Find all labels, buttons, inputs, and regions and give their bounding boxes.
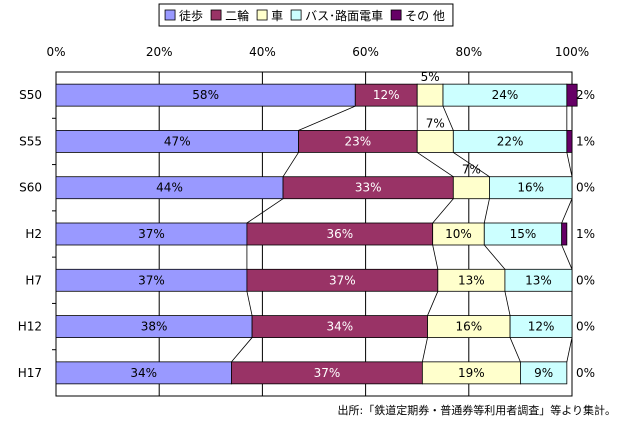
- data-label: 38%: [141, 320, 168, 334]
- x-axis-tick-labels: 0% 20% 40% 60% 80% 100%: [46, 45, 589, 59]
- category-label: H17: [18, 366, 42, 380]
- legend-label: 二輪: [225, 8, 249, 23]
- data-label: 16%: [455, 320, 482, 334]
- series-line: [298, 105, 356, 131]
- series-line: [432, 244, 439, 270]
- bar-segment: [504, 268, 573, 292]
- y-axis-category-labels: S50 S55 S60 H2 H7 H12 H17: [18, 88, 56, 380]
- legend-label: その 他: [405, 9, 445, 23]
- data-label: 0%: [576, 181, 595, 195]
- series-line: [282, 152, 299, 177]
- bars: [55, 83, 578, 385]
- data-label: 19%: [458, 366, 485, 380]
- data-label: 22%: [497, 134, 524, 148]
- data-label: 37%: [138, 273, 165, 287]
- data-label: 24%: [492, 88, 519, 102]
- series-line: [427, 291, 439, 316]
- data-label: 58%: [192, 88, 219, 102]
- x-tick-label: 0%: [46, 45, 65, 59]
- legend-label: 徒歩: [179, 8, 203, 23]
- data-label: 16%: [517, 181, 544, 195]
- legend-label: バス･路面電車: [305, 8, 383, 23]
- x-tick-label: 100%: [555, 45, 589, 59]
- bar-segment: [416, 130, 454, 153]
- legend-swatch: [256, 9, 268, 21]
- series-line: [504, 291, 511, 316]
- category-label: S55: [19, 134, 42, 148]
- data-labels: 58% 12% 5% 24% 2% 47% 23% 7% 22% 1% 44% 33% 7% 16% 0% 3…: [130, 70, 595, 380]
- data-label: 13%: [458, 273, 485, 287]
- data-label: 2%: [576, 88, 595, 102]
- category-label: S50: [19, 88, 42, 102]
- series-line: [561, 198, 573, 224]
- series-line: [416, 152, 454, 178]
- x-tick-label: 20%: [146, 45, 173, 59]
- category-label: H2: [25, 227, 42, 241]
- data-label: 7%: [462, 163, 481, 177]
- data-label: 23%: [345, 134, 372, 148]
- data-label: 9%: [534, 366, 553, 380]
- data-label: 12%: [373, 88, 400, 102]
- data-label: 37%: [314, 366, 341, 380]
- bar-segment: [520, 361, 568, 385]
- data-label: 0%: [576, 366, 595, 380]
- data-label: 0%: [576, 273, 595, 287]
- legend-swatch: [390, 9, 402, 21]
- data-label: 34%: [326, 320, 353, 334]
- bar-segment: [452, 176, 490, 200]
- data-label: 0%: [576, 320, 595, 334]
- series-line: [483, 244, 506, 270]
- data-label: 36%: [326, 227, 353, 241]
- data-label: 44%: [156, 181, 183, 195]
- bar-segment: [489, 176, 573, 200]
- data-label: 37%: [329, 273, 356, 287]
- category-label: S60: [19, 181, 42, 195]
- category-label: H7: [25, 273, 42, 287]
- bar-segment: [509, 315, 573, 338]
- data-label: 1%: [576, 134, 595, 148]
- series-line: [442, 105, 454, 131]
- legend-swatch: [210, 9, 222, 21]
- series-line: [509, 337, 521, 363]
- series-line: [246, 291, 253, 316]
- data-label: 47%: [164, 134, 191, 148]
- series-line: [432, 198, 454, 224]
- series-line: [566, 152, 573, 177]
- data-label: 37%: [138, 227, 165, 241]
- data-label: 15%: [510, 227, 537, 241]
- series-line: [561, 244, 573, 270]
- data-label: 34%: [130, 366, 157, 380]
- data-label: 7%: [426, 116, 445, 130]
- x-tick-label: 40%: [249, 45, 276, 59]
- legend-swatch: [164, 9, 176, 21]
- legend: 徒歩 二輪 車 バス･路面電車 その 他: [158, 3, 454, 27]
- series-lines: [231, 105, 573, 363]
- data-label: 1%: [576, 227, 595, 241]
- bar-segment: [566, 83, 578, 107]
- data-label: 5%: [421, 70, 440, 84]
- series-line: [566, 337, 573, 362]
- bar-segment: [561, 222, 568, 246]
- data-label: 33%: [355, 181, 382, 195]
- legend-swatch: [290, 9, 302, 21]
- series-line: [421, 337, 428, 362]
- x-tick-label: 80%: [455, 45, 482, 59]
- data-label: 13%: [525, 273, 552, 287]
- bar-segment: [416, 83, 444, 107]
- series-line: [231, 337, 253, 363]
- legend-label: 車: [271, 9, 283, 23]
- series-line: [246, 198, 284, 224]
- x-tick-label: 60%: [352, 45, 379, 59]
- data-label: 12%: [528, 320, 555, 334]
- series-line: [453, 152, 490, 178]
- bar-segment: [566, 130, 573, 153]
- series-line: [483, 198, 490, 224]
- legend-box: [158, 3, 454, 27]
- data-label: 10%: [445, 227, 472, 241]
- category-label: H12: [18, 320, 42, 334]
- source-note: 出所:「鉄道定期券・普通券等利用者調査」等より集計。: [337, 404, 616, 417]
